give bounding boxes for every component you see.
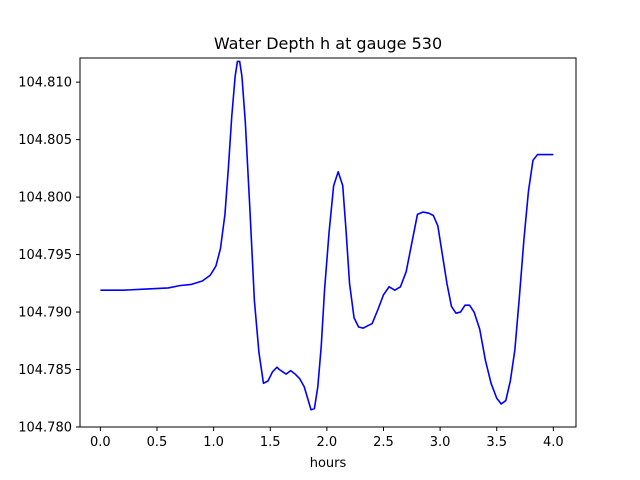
y-tick-label: 104.785 — [18, 363, 72, 378]
y-tick-label: 104.805 — [18, 133, 72, 148]
y-axis: 104.780 104.785 104.790 104.795 104.800 104.8… — [18, 76, 80, 436]
x-tick-label: 0.0 — [90, 435, 111, 450]
plot-area — [79, 57, 577, 428]
y-tick-label: 104.800 — [18, 191, 72, 206]
y-tick-label: 104.795 — [18, 248, 72, 263]
x-tick-label: 2.0 — [317, 435, 338, 450]
chart-title: Water Depth h at gauge 530 — [214, 34, 442, 53]
x-axis-label: hours — [310, 456, 347, 471]
x-tick-label: 3.5 — [486, 435, 507, 450]
x-tick-label: 4.0 — [543, 435, 564, 450]
x-axis: 0.0 0.5 1.0 1.5 2.0 2.5 3.0 3.5 4.0 — [90, 427, 564, 450]
series-line-0 — [100, 60, 554, 411]
x-tick-label: 0.5 — [147, 435, 168, 450]
y-tick-label: 104.810 — [18, 76, 72, 91]
y-tick-label: 104.790 — [18, 306, 72, 321]
x-tick-label: 2.5 — [373, 435, 394, 450]
x-tick-label: 1.5 — [260, 435, 281, 450]
x-tick-label: 1.0 — [203, 435, 224, 450]
y-tick-label: 104.780 — [18, 421, 72, 436]
x-tick-label: 3.0 — [430, 435, 451, 450]
